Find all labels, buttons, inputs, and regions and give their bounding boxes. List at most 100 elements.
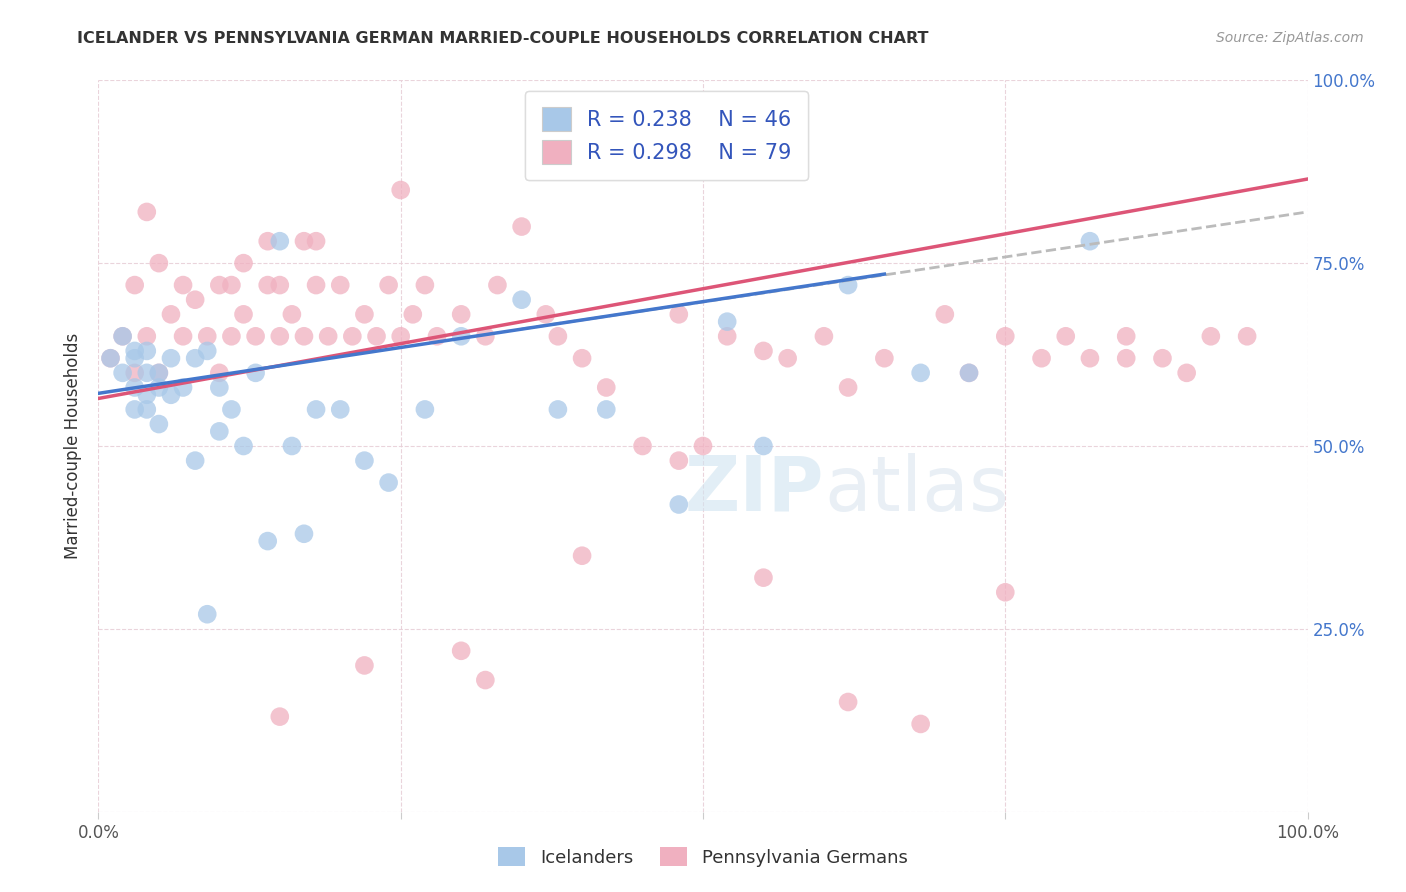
Point: [837, 380, 859, 394]
Point: [595, 402, 617, 417]
Point: [450, 307, 472, 321]
Text: Source: ZipAtlas.com: Source: ZipAtlas.com: [1216, 31, 1364, 45]
Point: [221, 329, 243, 343]
Point: [292, 526, 315, 541]
Point: [269, 329, 291, 343]
Point: [256, 278, 278, 293]
Y-axis label: Married-couple Households: Married-couple Households: [63, 333, 82, 559]
Point: [752, 571, 775, 585]
Point: [124, 278, 146, 293]
Point: [160, 307, 183, 321]
Point: [1115, 329, 1137, 343]
Point: [957, 366, 980, 380]
Point: [353, 658, 375, 673]
Point: [100, 351, 122, 366]
Point: [366, 329, 388, 343]
Point: [148, 366, 170, 380]
Point: [957, 366, 980, 380]
Point: [269, 709, 291, 723]
Point: [1115, 351, 1137, 366]
Point: [873, 351, 896, 366]
Point: [1078, 234, 1101, 248]
Point: [668, 453, 690, 467]
Point: [245, 329, 267, 343]
Point: [208, 380, 231, 394]
Point: [135, 205, 157, 219]
Point: [221, 278, 243, 293]
Point: [534, 307, 557, 321]
Point: [910, 366, 932, 380]
Point: [195, 607, 218, 622]
Point: [172, 380, 194, 394]
Point: [111, 366, 134, 380]
Point: [184, 351, 207, 366]
Point: [571, 351, 593, 366]
Point: [208, 366, 231, 380]
Point: [994, 585, 1017, 599]
Point: [124, 343, 146, 358]
Point: [1175, 366, 1198, 380]
Point: [221, 402, 243, 417]
Point: [135, 402, 157, 417]
Point: [135, 329, 157, 343]
Point: [292, 234, 315, 248]
Point: [292, 329, 315, 343]
Text: atlas: atlas: [824, 453, 1008, 527]
Point: [124, 402, 146, 417]
Point: [208, 278, 231, 293]
Point: [413, 278, 436, 293]
Point: [329, 278, 352, 293]
Point: [631, 439, 654, 453]
Point: [837, 278, 859, 293]
Point: [245, 366, 267, 380]
Point: [305, 402, 328, 417]
Point: [256, 534, 278, 549]
Point: [148, 380, 170, 394]
Text: ICELANDER VS PENNSYLVANIA GERMAN MARRIED-COUPLE HOUSEHOLDS CORRELATION CHART: ICELANDER VS PENNSYLVANIA GERMAN MARRIED…: [77, 31, 929, 46]
Point: [450, 644, 472, 658]
Point: [195, 329, 218, 343]
Point: [510, 219, 533, 234]
Point: [148, 256, 170, 270]
Point: [100, 351, 122, 366]
Point: [716, 315, 738, 329]
Point: [148, 366, 170, 380]
Point: [329, 402, 352, 417]
Point: [377, 475, 399, 490]
Point: [172, 329, 194, 343]
Point: [256, 234, 278, 248]
Point: [1054, 329, 1077, 343]
Point: [305, 278, 328, 293]
Point: [124, 351, 146, 366]
Point: [1199, 329, 1222, 343]
Point: [389, 183, 412, 197]
Point: [184, 453, 207, 467]
Point: [305, 234, 328, 248]
Point: [450, 329, 472, 343]
Point: [813, 329, 835, 343]
Point: [124, 366, 146, 380]
Point: [668, 498, 690, 512]
Point: [232, 307, 254, 321]
Point: [474, 329, 496, 343]
Point: [595, 380, 617, 394]
Point: [195, 343, 218, 358]
Point: [111, 329, 134, 343]
Point: [316, 329, 339, 343]
Point: [389, 329, 412, 343]
Point: [160, 351, 183, 366]
Point: [1078, 351, 1101, 366]
Point: [994, 329, 1017, 343]
Point: [1031, 351, 1053, 366]
Point: [910, 717, 932, 731]
Point: [135, 366, 157, 380]
Point: [135, 343, 157, 358]
Point: [837, 695, 859, 709]
Point: [184, 293, 207, 307]
Point: [934, 307, 956, 321]
Point: [1236, 329, 1258, 343]
Point: [353, 453, 375, 467]
Point: [510, 293, 533, 307]
Point: [752, 343, 775, 358]
Point: [413, 402, 436, 417]
